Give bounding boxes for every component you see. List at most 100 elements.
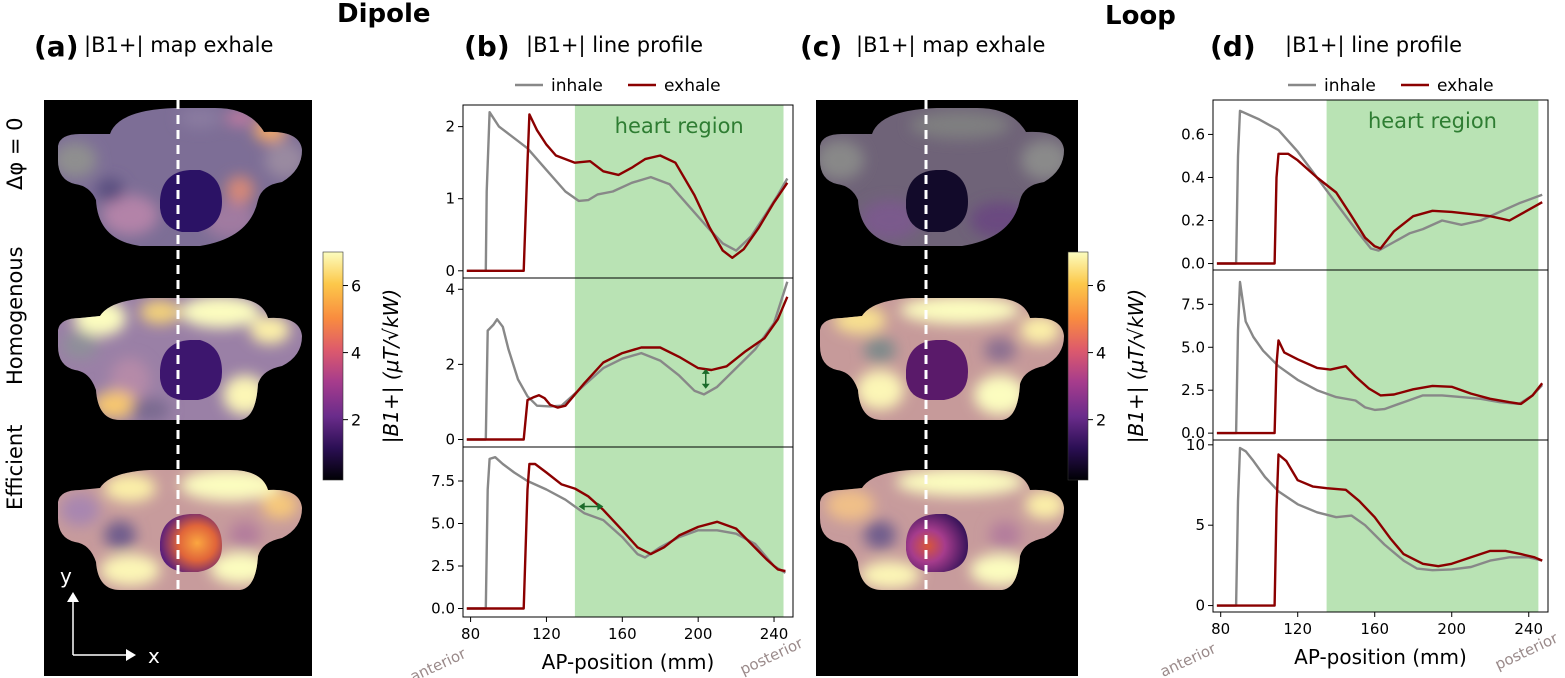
legend-label-inhale: inhale <box>551 76 603 96</box>
panel-3: 0.0 2.5 5.0 7.5 80 120 160 200 240 AP-position (m… <box>407 446 806 678</box>
y-tick-label: 0.0 <box>1181 424 1205 442</box>
heart-region-band <box>574 447 784 617</box>
panel-3: 0 5 10 80 120 160 200 240 AP-position (mm) anteri… <box>1157 436 1561 678</box>
x-tick-label: 200 <box>1437 620 1466 638</box>
x-axis-label: AP-position (mm) <box>1294 645 1467 669</box>
panel-d-letter: (d) <box>1210 30 1256 63</box>
colorbar-label: |B1+| (μT/√kW) <box>1124 289 1148 443</box>
colorbar-ticks: 2 4 6 <box>343 277 361 430</box>
panel-b-title: |B1+| line profile <box>526 33 703 58</box>
y-tick-label: 5.0 <box>1181 338 1205 356</box>
y-tick-label: 10 <box>1186 436 1205 454</box>
dipole-header: Dipole <box>337 0 431 29</box>
arrow-head-icon <box>597 502 604 511</box>
series-line-exhale <box>466 113 789 272</box>
line-profile-chart-loop: inhale exhale heart region 0.0 0.2 0.4 0.6 0.0 2… <box>1157 76 1561 678</box>
x-tick-label: 240 <box>1514 620 1543 638</box>
y-tick-label: 0.6 <box>1181 125 1205 143</box>
panel-1: heart region 0 1 2 <box>445 104 794 280</box>
legend-label-exhale: exhale <box>664 76 721 96</box>
legend: inhale exhale <box>1288 76 1494 96</box>
panel-frame <box>462 446 794 618</box>
arrow-head-icon <box>701 368 710 374</box>
panel-c-letter: (c) <box>800 30 842 63</box>
panel-a-letter: (a) <box>34 30 79 63</box>
x-arrow-head-icon <box>126 649 136 661</box>
legend-label-inhale: inhale <box>1324 76 1376 96</box>
panel-b-letter: (b) <box>464 30 510 63</box>
panel-2: 0 2 4 <box>445 277 794 448</box>
y-tick-label: 2.5 <box>431 557 455 575</box>
axis-arrows: y x <box>60 564 160 668</box>
y-tick-label: 0.2 <box>1181 212 1205 230</box>
y-arrow-label: y <box>60 564 72 588</box>
y-tick-label: 0 <box>1195 597 1205 615</box>
panel-c-title: |B1+| map exhale <box>856 33 1045 58</box>
series-line-inhale <box>1216 109 1543 265</box>
panel-a-title: |B1+| map exhale <box>84 33 273 58</box>
colorbar-tick-label: 6 <box>351 277 361 296</box>
colorbar-tick-label: 4 <box>1096 344 1106 363</box>
x-tick-label: 120 <box>532 625 561 643</box>
y-tick-label: 7.5 <box>431 472 455 490</box>
x-tick-label: 80 <box>461 625 480 643</box>
x-tick-label: 120 <box>1283 620 1312 638</box>
x-arrow-label: x <box>148 644 160 668</box>
arrow-head-icon <box>578 502 585 511</box>
y-tick-label: 0 <box>445 430 455 448</box>
colorbar-ticks: 2 4 6 <box>1088 277 1106 430</box>
map-slice-homogenous <box>58 298 302 420</box>
y-tick-label: 2.5 <box>1181 381 1205 399</box>
heart-region-band <box>574 278 784 447</box>
series-line-inhale <box>1216 446 1543 607</box>
row-label-homogenous: Homogenous <box>3 246 27 385</box>
series-line-exhale <box>1216 453 1543 607</box>
y-tick-label: 2 <box>445 118 455 136</box>
x-tick-label: 160 <box>1360 620 1389 638</box>
panel-d-title: |B1+| line profile <box>1285 33 1462 58</box>
series-line-exhale <box>466 462 786 610</box>
y-tick-label: 5.0 <box>431 515 455 533</box>
y-tick-label: 1 <box>445 190 455 208</box>
anterior-label: anterior <box>1157 639 1219 678</box>
heart-region-band <box>1326 270 1539 440</box>
series-line-inhale <box>466 111 789 272</box>
y-tick-label: 5 <box>1195 516 1205 534</box>
y-tick-label: 0.4 <box>1181 168 1205 186</box>
legend: inhale exhale <box>515 76 721 96</box>
legend-label-exhale: exhale <box>1437 76 1494 96</box>
x-tick-label: 200 <box>684 625 713 643</box>
x-tick-label: 80 <box>1211 620 1230 638</box>
colorbar-tick-label: 6 <box>1096 277 1106 296</box>
colorbar-gradient <box>1067 251 1089 481</box>
heart-region-label: heart region <box>1368 109 1497 133</box>
colorbar-dipole: 2 4 6 |B1+| (μT/√kW) <box>322 251 403 481</box>
x-tick-label: 240 <box>760 625 789 643</box>
y-arrow-head-icon <box>67 592 79 602</box>
x-axis-label: AP-position (mm) <box>542 650 715 674</box>
anterior-label: anterior <box>407 644 469 678</box>
panel-2: 0.0 2.5 5.0 7.5 <box>1181 269 1549 442</box>
colorbar-tick-label: 4 <box>351 344 361 363</box>
heart-region-label: heart region <box>615 114 744 138</box>
b1-map-dipole: y x <box>44 100 312 676</box>
y-tick-label: 0.0 <box>1181 255 1205 273</box>
colorbar-tick-label: 2 <box>1096 411 1106 430</box>
series-line-exhale <box>466 296 789 441</box>
heart-region-band <box>1326 100 1539 270</box>
b1-map-loop <box>816 100 1078 676</box>
colorbar-tick-label: 2 <box>351 411 361 430</box>
row-label-dphi: Δφ = 0 <box>3 117 27 190</box>
series-line-inhale <box>466 456 787 610</box>
panel-1: heart region 0.0 0.2 0.4 0.6 <box>1181 99 1549 273</box>
colorbar-loop: 2 4 6 |B1+| (μT/√kW) <box>1067 251 1148 481</box>
heart-region-band <box>1326 440 1539 612</box>
panel-frame <box>1212 439 1549 613</box>
colorbar-gradient <box>322 251 344 481</box>
y-tick-label: 7.5 <box>1181 295 1205 313</box>
y-tick-label: 2 <box>445 355 455 373</box>
series-line-exhale <box>1216 339 1544 435</box>
y-tick-label: 4 <box>445 280 455 298</box>
